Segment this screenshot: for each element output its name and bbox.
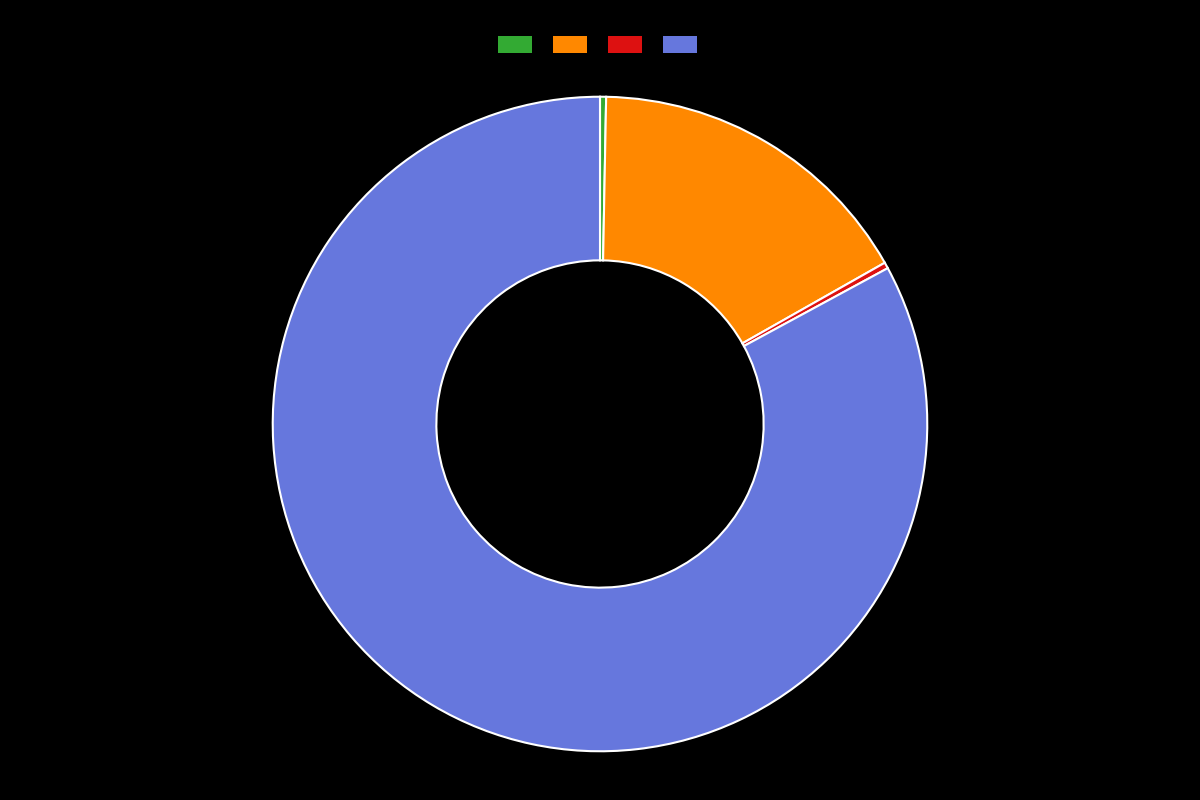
Wedge shape <box>604 97 884 343</box>
Legend: , , , : , , , <box>492 29 708 61</box>
Wedge shape <box>272 97 928 751</box>
Wedge shape <box>600 97 606 260</box>
Wedge shape <box>743 262 888 346</box>
